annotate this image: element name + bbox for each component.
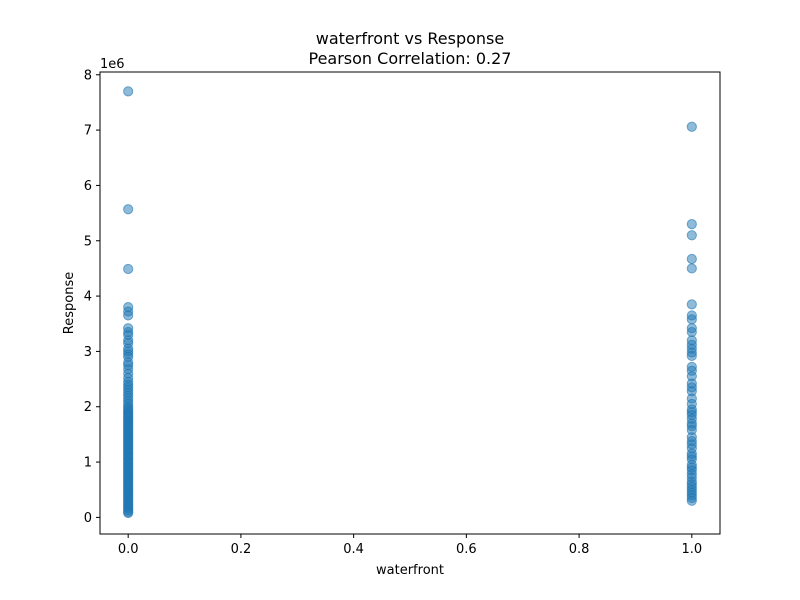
x-tick-label: 0.4: [343, 542, 364, 557]
chart-title: waterfront vs Response: [316, 29, 504, 48]
y-axis-label: Response: [62, 272, 77, 334]
scatter-point: [686, 314, 697, 325]
y-tick-label: 0: [84, 511, 92, 526]
y-axis-ticks: 0 1 2 3 4 5 6 7 8: [84, 68, 100, 526]
y-tick-label: 5: [84, 234, 92, 249]
x-tick-label: 0.8: [569, 542, 590, 557]
points-layer: [123, 86, 697, 519]
y-tick-label: 1: [84, 456, 92, 471]
scatter-point: [686, 263, 697, 274]
x-axis-ticks: 0.0 0.2 0.4 0.6 0.8 1.0: [118, 534, 702, 557]
plot-frame: [99, 71, 721, 535]
x-tick-label: 0.6: [456, 542, 477, 557]
scatter-point: [123, 263, 134, 275]
x-tick-label: 0.2: [231, 542, 252, 557]
y-tick-label: 2: [84, 400, 92, 415]
x-axis-label: waterfront: [376, 563, 444, 578]
y-tick-label: 7: [84, 124, 92, 139]
y-tick-label: 4: [84, 290, 92, 305]
scatter-point: [123, 310, 134, 321]
x-tick-label: 1.0: [681, 542, 702, 557]
scatter-point: [123, 86, 134, 97]
scatter-point: [686, 230, 697, 241]
y-tick-label: 6: [84, 179, 92, 194]
y-tick-label: 3: [84, 345, 92, 360]
scatter-point: [123, 204, 134, 215]
scatter-point: [686, 219, 697, 230]
x-tick-label: 0.0: [118, 542, 139, 557]
scatter-point: [686, 495, 697, 506]
scatter-point: [686, 299, 697, 310]
y-tick-label: 8: [84, 68, 92, 83]
scatter-point: [123, 507, 134, 519]
scatter-point: [686, 350, 697, 361]
chart-subtitle: Pearson Correlation: 0.27: [309, 49, 512, 68]
scatter-point: [686, 121, 697, 132]
y-axis-multiplier: 1e6: [100, 57, 125, 72]
scatter-point: [686, 253, 697, 265]
